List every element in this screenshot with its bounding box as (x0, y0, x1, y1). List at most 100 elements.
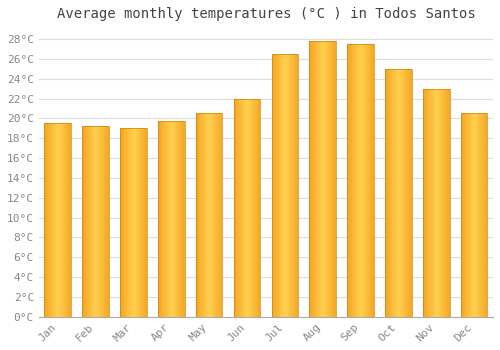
Bar (448, 89, 450, 317)
Bar (481, 113, 482, 317)
Bar (403, 69, 404, 317)
Bar (49, 123, 50, 317)
Bar (363, 44, 364, 317)
Bar (368, 44, 370, 317)
Bar (48, 123, 49, 317)
Bar (68, 123, 69, 317)
Bar (208, 113, 209, 317)
Bar (175, 121, 176, 317)
Bar (204, 113, 206, 317)
Bar (142, 128, 143, 317)
Bar (200, 113, 201, 317)
Bar (328, 41, 329, 317)
Bar (335, 41, 336, 317)
Bar (284, 54, 285, 317)
Bar (46, 123, 47, 317)
Bar (99, 126, 100, 317)
Bar (315, 41, 316, 317)
Bar (121, 128, 122, 317)
Bar (57, 123, 58, 317)
Bar (428, 89, 429, 317)
Bar (168, 121, 170, 317)
Bar (104, 126, 106, 317)
Bar (394, 69, 395, 317)
Bar (348, 44, 374, 317)
Bar (244, 98, 245, 317)
Bar (484, 113, 486, 317)
Bar (62, 123, 63, 317)
Bar (136, 128, 137, 317)
Bar (372, 44, 373, 317)
Bar (164, 121, 165, 317)
Bar (214, 113, 216, 317)
Bar (52, 123, 54, 317)
Bar (182, 121, 183, 317)
Bar (370, 44, 371, 317)
Bar (256, 98, 258, 317)
Bar (129, 128, 130, 317)
Bar (359, 44, 360, 317)
Bar (166, 121, 167, 317)
Bar (216, 113, 217, 317)
Bar (280, 54, 281, 317)
Bar (477, 113, 478, 317)
Bar (132, 128, 134, 317)
Bar (255, 98, 256, 317)
Bar (252, 98, 253, 317)
Bar (386, 69, 387, 317)
Bar (356, 44, 357, 317)
Bar (439, 89, 440, 317)
Bar (54, 123, 55, 317)
Bar (482, 113, 483, 317)
Bar (272, 54, 274, 317)
Bar (66, 123, 68, 317)
Bar (202, 113, 203, 317)
Bar (431, 89, 432, 317)
Bar (410, 69, 411, 317)
Bar (239, 98, 240, 317)
Bar (274, 54, 275, 317)
Bar (183, 121, 184, 317)
Bar (178, 121, 179, 317)
Bar (472, 113, 473, 317)
Bar (470, 113, 472, 317)
Bar (442, 89, 444, 317)
Bar (396, 69, 398, 317)
Bar (366, 44, 368, 317)
Bar (373, 44, 374, 317)
Bar (248, 98, 249, 317)
Bar (314, 41, 315, 317)
Bar (203, 113, 204, 317)
Bar (250, 98, 252, 317)
Bar (165, 121, 166, 317)
Bar (241, 98, 242, 317)
Bar (176, 121, 178, 317)
Bar (444, 89, 445, 317)
Bar (322, 41, 324, 317)
Bar (429, 89, 430, 317)
Bar (318, 41, 319, 317)
Bar (120, 128, 121, 317)
Bar (464, 113, 466, 317)
Bar (476, 113, 477, 317)
Bar (198, 113, 200, 317)
Bar (92, 126, 93, 317)
Bar (101, 126, 102, 317)
Bar (288, 54, 290, 317)
Bar (135, 128, 136, 317)
Bar (351, 44, 352, 317)
Bar (291, 54, 292, 317)
Bar (158, 121, 159, 317)
Bar (392, 69, 393, 317)
Bar (447, 89, 448, 317)
Bar (247, 98, 248, 317)
Bar (437, 89, 438, 317)
Bar (160, 121, 162, 317)
Bar (475, 113, 476, 317)
Bar (332, 41, 334, 317)
Bar (90, 126, 91, 317)
Bar (167, 121, 168, 317)
Bar (313, 41, 314, 317)
Bar (82, 126, 83, 317)
Bar (210, 113, 211, 317)
